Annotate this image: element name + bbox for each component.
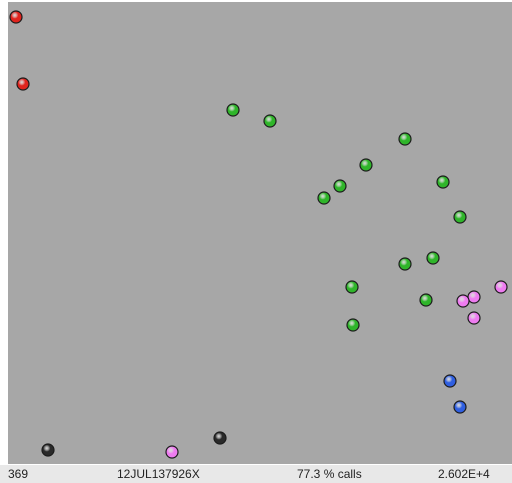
data-point-green[interactable] <box>398 132 412 146</box>
status-calls: 77.3 % calls <box>297 467 362 481</box>
data-point-black[interactable] <box>213 431 227 445</box>
scatter-plot[interactable] <box>0 0 512 465</box>
data-point-black[interactable] <box>41 443 55 457</box>
status-value: 2.602E+4 <box>438 467 490 481</box>
data-point-red[interactable] <box>9 10 23 24</box>
plot-area[interactable] <box>8 2 512 464</box>
data-point-magenta[interactable] <box>165 445 179 459</box>
data-point-green[interactable] <box>345 280 359 294</box>
data-point-magenta[interactable] <box>467 311 481 325</box>
status-count: 369 <box>8 467 29 481</box>
data-point-magenta[interactable] <box>456 294 470 308</box>
data-point-green[interactable] <box>317 191 331 205</box>
status-bar: 369 12JUL137926X 77.3 % calls 2.602E+4 <box>0 465 512 483</box>
data-point-blue[interactable] <box>443 374 457 388</box>
status-id: 12JUL137926X <box>117 467 200 481</box>
data-point-green[interactable] <box>359 158 373 172</box>
data-point-green[interactable] <box>263 114 277 128</box>
data-point-magenta[interactable] <box>494 280 508 294</box>
data-point-green[interactable] <box>436 175 450 189</box>
data-point-green[interactable] <box>333 179 347 193</box>
data-point-green[interactable] <box>426 251 440 265</box>
data-point-magenta[interactable] <box>467 290 481 304</box>
data-point-blue[interactable] <box>453 400 467 414</box>
data-point-red[interactable] <box>16 77 30 91</box>
data-point-green[interactable] <box>453 210 467 224</box>
data-point-green[interactable] <box>419 293 433 307</box>
data-point-green[interactable] <box>398 257 412 271</box>
data-point-green[interactable] <box>346 318 360 332</box>
data-point-green[interactable] <box>226 103 240 117</box>
